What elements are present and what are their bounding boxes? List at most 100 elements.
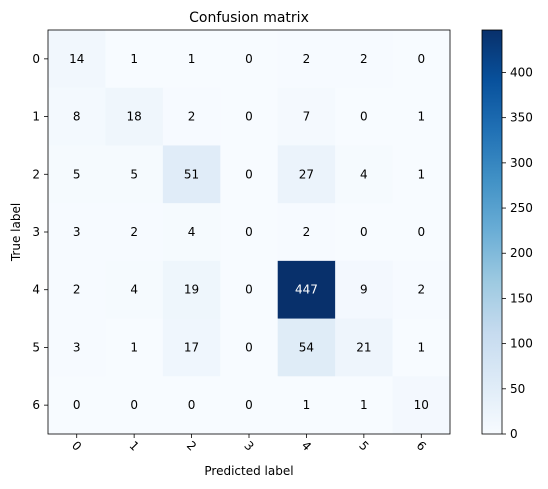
- heatmap-cell: [48, 145, 106, 204]
- heatmap-cell: [277, 87, 336, 146]
- cell-value-label: 14: [69, 52, 84, 66]
- cell-value-label: 0: [188, 398, 196, 412]
- cell-value-label: 0: [360, 225, 368, 239]
- heatmap-cell: [392, 30, 451, 89]
- heatmap-cell: [220, 203, 279, 262]
- heatmap-cell: [105, 260, 164, 319]
- heatmap-cell: [392, 318, 451, 377]
- cell-value-label: 2: [188, 110, 196, 124]
- colorbar-ticks: 0 50 100 150 200 250 300 350 400: [502, 65, 533, 441]
- cell-value-labels: 14 1 1 0 2 2 08 18 2 0 7 0 15 5 51 0 27 4 13 2 4 0 2 0 02 4 19 0 447…: [69, 52, 429, 412]
- heatmap-cell: [48, 87, 106, 146]
- heatmap-cell: [392, 203, 451, 262]
- heatmap-cell: [105, 30, 164, 89]
- cell-value-label: 2: [303, 225, 311, 239]
- cell-value-label: 1: [303, 398, 311, 412]
- heatmap-cell: [48, 376, 106, 435]
- heatmap-cell: [48, 30, 106, 89]
- cell-value-label: 2: [417, 283, 425, 297]
- cell-value-label: 0: [245, 225, 253, 239]
- heatmap-cell: [162, 318, 221, 377]
- heatmap-cell: [277, 376, 336, 435]
- heatmap-cell: [392, 145, 451, 204]
- heatmap-cells: [48, 30, 451, 435]
- cell-value-label: 0: [245, 398, 253, 412]
- cell-value-label: 3: [73, 225, 81, 239]
- colorbar: [481, 29, 503, 435]
- chart-title: Confusion matrix: [189, 10, 309, 26]
- heatmap-cell: [335, 145, 393, 204]
- x-tick-label: 4: [299, 438, 314, 453]
- cell-value-label: 5: [73, 167, 81, 181]
- heatmap-cell: [220, 30, 279, 89]
- cell-value-label: 2: [303, 52, 311, 66]
- y-tick-label: 3: [32, 225, 40, 239]
- heatmap-cell: [335, 30, 393, 89]
- cell-value-label: 19: [184, 283, 199, 297]
- heatmap-cell: [162, 30, 221, 89]
- cell-value-label: 17: [184, 340, 199, 354]
- x-tick-label: 2: [184, 438, 199, 453]
- colorbar-tick-label: 200: [510, 246, 533, 260]
- cell-value-label: 0: [417, 52, 425, 66]
- cell-value-label: 0: [417, 225, 425, 239]
- heatmap-cell: [335, 260, 393, 319]
- heatmap-cell: [277, 260, 336, 319]
- colorbar-tick-label: 350: [510, 111, 533, 125]
- heatmap-cell: [105, 376, 164, 435]
- cell-value-label: 7: [303, 110, 311, 124]
- colorbar-tick-label: 250: [510, 201, 533, 215]
- heatmap-cell: [162, 203, 221, 262]
- heatmap-cell: [335, 203, 393, 262]
- colorbar-tick-label: 150: [510, 291, 533, 305]
- cell-value-label: 18: [127, 110, 142, 124]
- heatmap-cell: [48, 318, 106, 377]
- cell-value-label: 0: [245, 167, 253, 181]
- x-tick-label: 3: [241, 438, 256, 453]
- cell-value-label: 0: [245, 283, 253, 297]
- cell-value-label: 4: [130, 283, 138, 297]
- heatmap-cell: [105, 318, 164, 377]
- y-tick-label: 2: [32, 167, 40, 181]
- cell-value-label: 9: [360, 283, 368, 297]
- colorbar-tick-label: 400: [510, 65, 533, 79]
- cell-value-label: 51: [184, 167, 199, 181]
- x-tick-label: 0: [69, 438, 84, 453]
- y-tick-label: 4: [32, 283, 40, 297]
- heatmap-cell: [220, 318, 279, 377]
- heatmap-cell: [162, 260, 221, 319]
- cell-value-label: 4: [188, 225, 196, 239]
- heatmap-cell: [105, 87, 164, 146]
- cell-value-label: 1: [417, 110, 425, 124]
- heatmap-cell: [335, 318, 393, 377]
- heatmap-cell: [48, 203, 106, 262]
- heatmap-cell: [220, 376, 279, 435]
- heatmap-cell: [162, 87, 221, 146]
- cell-value-label: 0: [130, 398, 138, 412]
- cell-value-label: 0: [360, 110, 368, 124]
- heatmap-cell: [162, 145, 221, 204]
- x-tick-label: 1: [126, 438, 141, 453]
- cell-value-label: 2: [130, 225, 138, 239]
- cell-value-label: 0: [245, 340, 253, 354]
- heatmap-cell: [220, 260, 279, 319]
- x-tick-label: 6: [414, 438, 429, 453]
- cell-value-label: 5: [130, 167, 138, 181]
- colorbar-tick-label: 100: [510, 337, 533, 351]
- cell-value-label: 3: [73, 340, 81, 354]
- heatmap-cell: [392, 87, 451, 146]
- heatmap-cell: [392, 376, 451, 435]
- y-tick-label: 1: [32, 110, 40, 124]
- y-axis-ticks: 0 1 2 3 4 5 6: [32, 52, 48, 412]
- cell-value-label: 8: [73, 110, 81, 124]
- heatmap-cell: [335, 87, 393, 146]
- cell-value-label: 1: [417, 167, 425, 181]
- cell-value-label: 21: [356, 340, 371, 354]
- cell-value-label: 10: [414, 398, 429, 412]
- heatmap-cell: [277, 203, 336, 262]
- cell-value-label: 2: [360, 52, 368, 66]
- cell-value-label: 0: [245, 52, 253, 66]
- cell-value-label: 1: [188, 52, 196, 66]
- heatmap-cell: [392, 260, 451, 319]
